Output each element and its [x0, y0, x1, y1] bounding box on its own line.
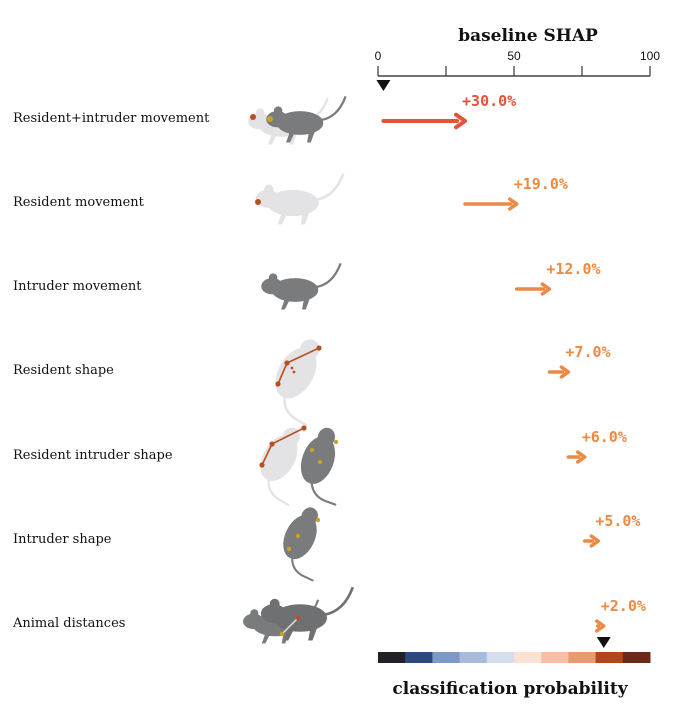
shap-arrow-head: [575, 450, 587, 464]
baseline-marker: [376, 80, 391, 91]
tick-label: 50: [507, 49, 521, 63]
value-label: +7.0%: [565, 343, 610, 361]
resident-shape-icon: [260, 331, 347, 427]
value-label: +12.0%: [546, 260, 600, 278]
feature-label: Resident movement: [13, 195, 145, 210]
shap-arrow-head: [507, 197, 519, 211]
value-label: +5.0%: [595, 512, 640, 530]
feature-row: Resident intruder shape +6.0%: [13, 428, 627, 464]
resident-mouse-icon: [254, 172, 345, 226]
shap-arrow-head: [540, 282, 552, 296]
value-label: +6.0%: [582, 428, 627, 446]
feature-icons: [242, 95, 361, 645]
value-label: +30.0%: [462, 92, 516, 110]
colorbar-segment: [378, 652, 406, 663]
feature-label: Animal distances: [12, 616, 125, 631]
colorbar-segment: [568, 652, 597, 663]
feature-row: Resident shape +7.0%: [13, 343, 611, 379]
feature-label: Intruder movement: [13, 279, 142, 294]
end-marker: [596, 637, 611, 648]
feature-label: Resident shape: [13, 363, 114, 378]
colorbar-segment: [541, 652, 569, 663]
intruder-mouse-icon: [260, 262, 342, 311]
shap-arrow-head: [595, 619, 606, 633]
colorbar-segment: [486, 652, 515, 663]
feature-row: Intruder shape +5.0%: [13, 512, 640, 548]
feature-row: Intruder movement +12.0%: [13, 260, 601, 296]
intruder-shape-icon: [271, 501, 343, 582]
colorbar-segment: [405, 652, 433, 663]
colorbar-segment: [514, 652, 542, 663]
resident-intruder-shape-icon: [246, 420, 361, 507]
feature-label: Intruder shape: [13, 532, 112, 547]
colorbar-segment: [459, 652, 488, 663]
animal-distances-icon: [242, 585, 355, 645]
colorbar-segment: [432, 652, 461, 663]
feature-row: Resident movement +19.0%: [13, 175, 568, 211]
shap-arrow-head: [559, 365, 571, 379]
feature-label: Resident intruder shape: [13, 448, 173, 463]
tick-label: 100: [640, 49, 660, 63]
colorbar-label: classification probability: [392, 679, 628, 699]
shap-arrow-head: [589, 534, 601, 548]
feature-rows: Resident+intruder movement+30.0%Resident…: [12, 92, 646, 633]
colorbar-segment: [622, 652, 651, 663]
two-mice-movement-icon: [247, 95, 347, 146]
feature-row: Animal distances +2.0%: [12, 597, 646, 633]
tick-label: 0: [375, 49, 382, 63]
value-label: +19.0%: [514, 175, 568, 193]
feature-label: Resident+intruder movement: [13, 111, 210, 126]
value-label: +2.0%: [601, 597, 646, 615]
colorbar-segment: [595, 652, 624, 663]
feature-row: Resident+intruder movement +30.0%: [13, 92, 516, 130]
shap-arrow-head: [454, 112, 468, 130]
chart-title: baseline SHAP: [458, 26, 598, 46]
x-axis: 0 50 100: [375, 49, 660, 91]
colorbar: [378, 637, 651, 663]
